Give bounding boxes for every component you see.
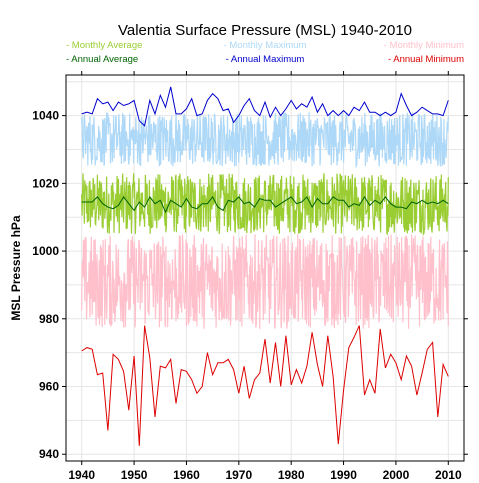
chart-title: Valentia Surface Pressure (MSL) 1940-201… xyxy=(118,22,412,39)
series-line-annual-1 xyxy=(81,86,449,127)
x-tick-label: 1990 xyxy=(330,468,357,482)
x-tick-label: 1980 xyxy=(278,468,305,482)
series-line-annual-0 xyxy=(81,195,449,214)
y-axis-title: MSL Pressure hPa xyxy=(9,215,23,320)
legend-entry: - Monthly Average xyxy=(66,40,142,51)
legend-entry: - Annual Average xyxy=(66,54,138,65)
legend-entry: - Monthly Minimum xyxy=(384,40,464,51)
plot-frame xyxy=(65,74,465,462)
x-tick-label: 2000 xyxy=(383,468,410,482)
y-axis: 940 960 980 1000 1020 1040 xyxy=(32,109,468,461)
series-layer xyxy=(81,86,449,446)
legend-entry: - Monthly Maximum xyxy=(224,40,307,51)
y-tick-label: 940 xyxy=(39,447,59,461)
y-tick-label: 1020 xyxy=(32,176,59,190)
series-line-monthly-1 xyxy=(81,111,449,169)
y-tick-label: 960 xyxy=(39,380,59,394)
series-line-annual-2 xyxy=(81,325,449,446)
y-tick-label: 1040 xyxy=(32,109,59,123)
series-line-monthly-2 xyxy=(81,234,449,329)
legend: - Monthly Average - Monthly Maximum - Mont… xyxy=(66,40,464,65)
legend-entry: - Annual Maximum xyxy=(226,54,305,65)
y-tick-label: 980 xyxy=(39,312,59,326)
x-tick-label: 1950 xyxy=(121,468,148,482)
legend-entry: - Annual Minimum xyxy=(388,54,464,65)
x-tick-label: 2010 xyxy=(435,468,462,482)
y-tick-label: 1000 xyxy=(32,244,59,258)
x-tick-label: 1940 xyxy=(68,468,95,482)
series-line-monthly-0 xyxy=(81,173,449,236)
x-axis: 1940 1950 1960 1970 1980 1990 2000 2010 xyxy=(68,71,462,482)
x-tick-label: 1970 xyxy=(225,468,252,482)
x-tick-label: 1960 xyxy=(173,468,200,482)
